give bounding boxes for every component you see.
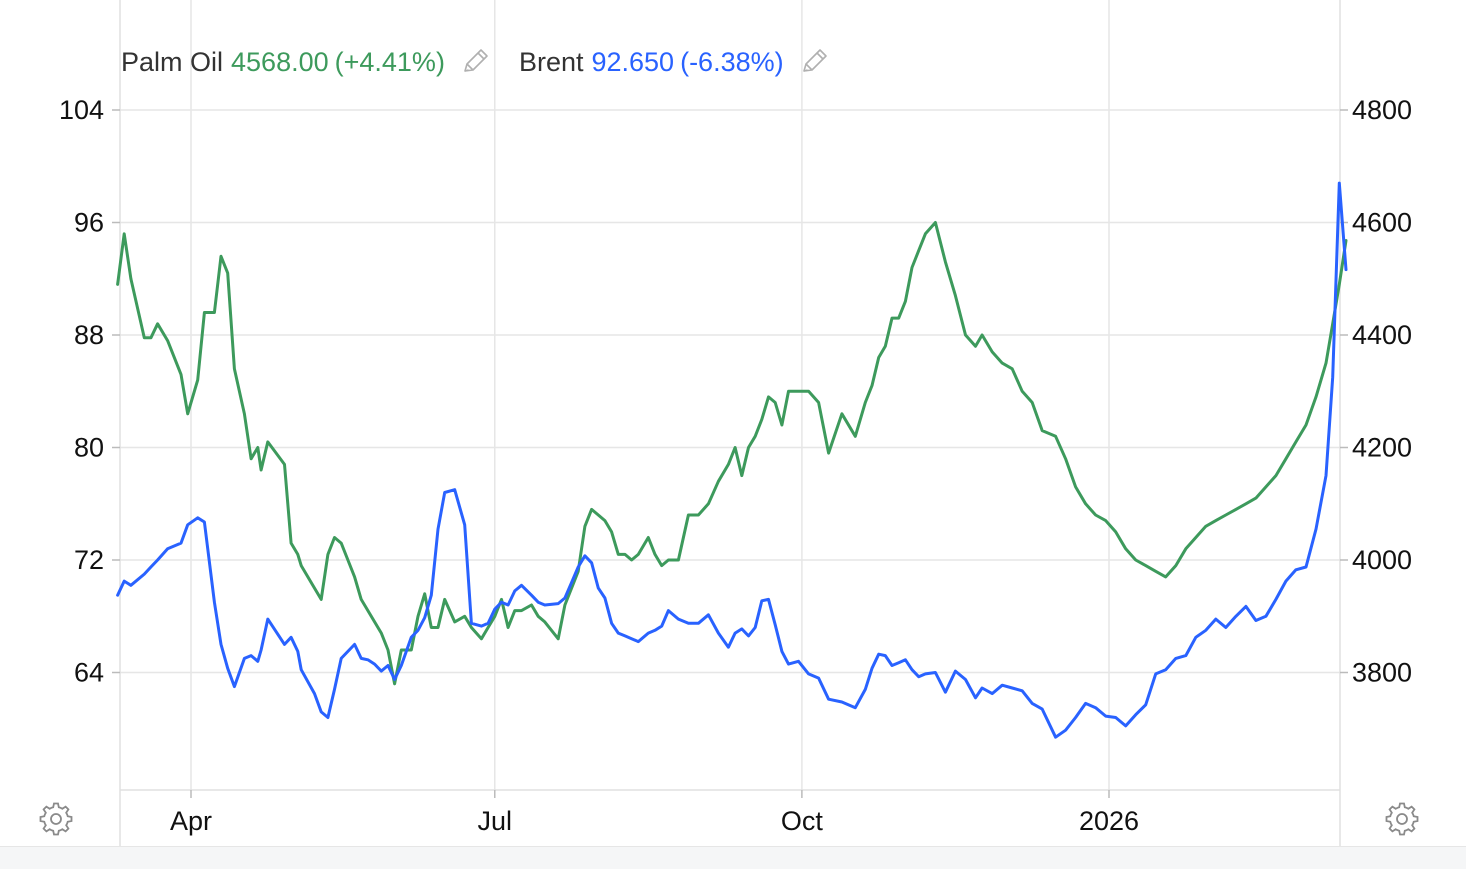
y-left-tick-label: 80: [74, 433, 104, 463]
gear-icon[interactable]: [1385, 802, 1419, 836]
y-left-tick-label: 96: [74, 208, 104, 238]
legend: Palm Oil 4568.00 (+4.41%) Brent 92.650 (…: [121, 42, 858, 82]
legend-series-change: (-6.38%): [680, 46, 784, 77]
x-tick-label: Jul: [478, 806, 513, 836]
pencil-icon[interactable]: [798, 45, 832, 79]
chart-plot[interactable]: 104 96 88 80 72 64 4800 4600 4400 4200 4000 3800 Apr…: [0, 0, 1466, 846]
legend-item-palm-oil[interactable]: Palm Oil 4568.00 (+4.41%): [121, 45, 519, 79]
x-tick-label: 2026: [1079, 806, 1139, 836]
legend-item-brent[interactable]: Brent 92.650 (-6.38%): [519, 45, 858, 79]
y-left-tick-label: 72: [74, 545, 104, 575]
y-right-tick-label: 4800: [1352, 95, 1412, 125]
legend-series-value: 4568.00: [231, 46, 329, 77]
y-right-tick-label: 4000: [1352, 545, 1412, 575]
y-right-tick-label: 4400: [1352, 320, 1412, 350]
x-tick-label: Oct: [781, 806, 824, 836]
series-line-brent: [116, 181, 1348, 739]
legend-series-change: (+4.41%): [334, 46, 445, 77]
pencil-icon[interactable]: [459, 45, 493, 79]
series-line-palm-oil: [116, 221, 1348, 686]
legend-series-name: Palm Oil: [121, 46, 224, 77]
legend-series-name: Brent: [518, 46, 584, 77]
y-left-tick-label: 88: [74, 320, 104, 350]
x-tick-label: Apr: [170, 806, 212, 836]
y-right-tick-label: 3800: [1352, 658, 1412, 688]
y-left-tick-label: 104: [59, 95, 104, 125]
gear-icon[interactable]: [39, 802, 73, 836]
y-right-tick-label: 4200: [1352, 433, 1412, 463]
y-right-tick-label: 4600: [1352, 208, 1412, 238]
legend-series-value: 92.650: [591, 46, 675, 77]
y-left-tick-label: 64: [74, 658, 104, 688]
bottom-strip: [0, 846, 1466, 869]
